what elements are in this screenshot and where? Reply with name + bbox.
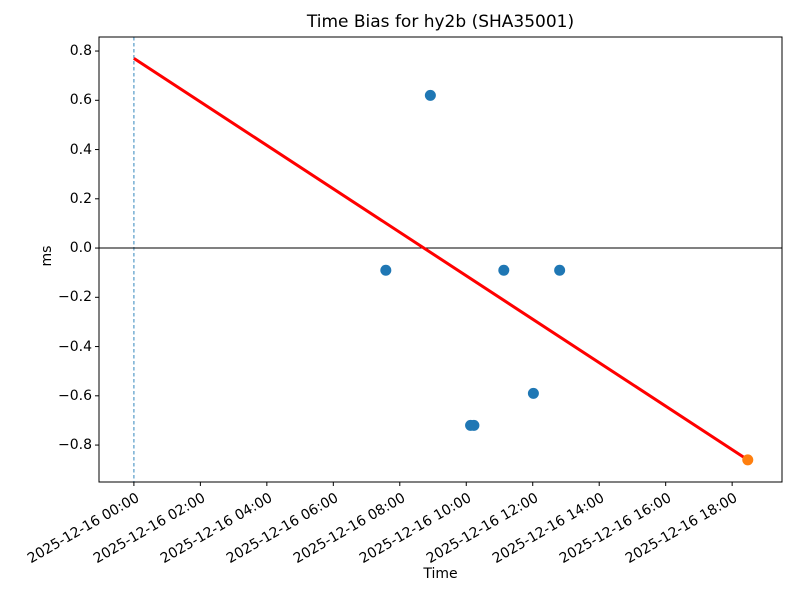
scatter-point-bias-measurements: [554, 264, 566, 276]
y-tick-label: −0.4: [58, 338, 92, 355]
scatter-point-bias-measurements: [498, 264, 510, 276]
y-tick-label: −0.6: [58, 387, 92, 404]
y-tick-label: 0.8: [69, 43, 92, 60]
y-tick-label: 0.4: [69, 141, 92, 158]
y-tick-label: 0.0: [69, 240, 92, 257]
y-tick-label: −0.8: [58, 437, 92, 454]
y-tick-label: −0.2: [58, 289, 92, 306]
chart-title: Time Bias for hy2b (SHA35001): [306, 12, 575, 32]
x-axis-label: Time: [423, 566, 458, 582]
scatter-point-bias-measurements: [380, 264, 392, 276]
axes-spines: [98, 36, 783, 483]
scatter-point-bias-measurements: [468, 419, 480, 431]
y-axis-label: ms: [39, 245, 55, 267]
scatter-point-latest-measurement: [742, 454, 754, 466]
y-tick-label: 0.2: [69, 190, 92, 207]
scatter-point-bias-measurements: [424, 89, 436, 101]
trend-line: [133, 57, 749, 462]
scatter-point-bias-measurements: [527, 387, 539, 399]
y-tick-label: 0.6: [69, 92, 92, 109]
